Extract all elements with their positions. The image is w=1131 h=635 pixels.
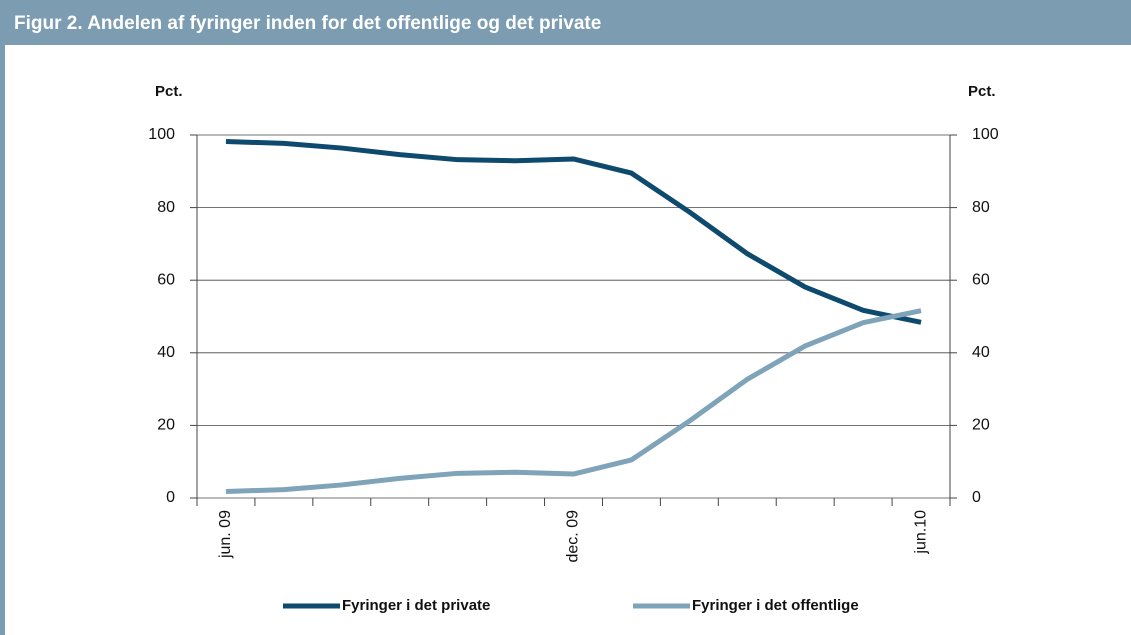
y2-tick-label: 100	[972, 126, 999, 143]
y2-tick-label: 80	[972, 199, 990, 216]
x-tick-label: jun.10	[912, 510, 929, 555]
y2-axis-label: Pct.	[968, 83, 996, 100]
chart-title: Figur 2. Andelen af fyringer inden for d…	[14, 13, 601, 34]
left-border	[0, 45, 5, 635]
y2-tick-label: 60	[972, 271, 990, 288]
header-bar	[0, 0, 1131, 45]
y-tick-label: 40	[157, 344, 175, 361]
x-tick-label: dec. 09	[565, 510, 582, 563]
x-tick-label: jun. 09	[217, 510, 234, 559]
legend-label: Fyringer i det offentlige	[692, 597, 859, 614]
series-line	[225, 308, 922, 494]
y-tick-label: 100	[148, 126, 175, 143]
y2-tick-label: 0	[972, 489, 981, 506]
y-tick-label: 20	[157, 417, 175, 434]
y2-tick-label: 20	[972, 417, 990, 434]
y-tick-label: 80	[157, 199, 175, 216]
y-axis-label: Pct.	[155, 83, 183, 100]
series-line	[225, 139, 922, 325]
y-tick-label: 0	[166, 489, 175, 506]
y-tick-label: 60	[157, 271, 175, 288]
y2-tick-label: 40	[972, 344, 990, 361]
legend-label: Fyringer i det private	[342, 597, 490, 614]
